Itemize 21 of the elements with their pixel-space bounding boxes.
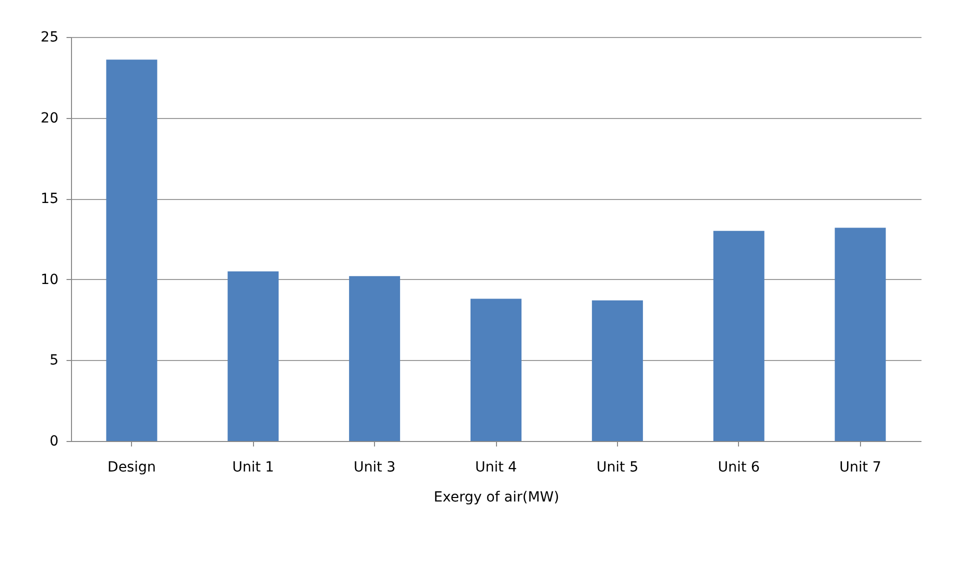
y-tick-label: 25 bbox=[40, 30, 58, 46]
x-tick-label: Unit 5 bbox=[596, 460, 638, 476]
bar bbox=[228, 271, 279, 441]
y-tick-label: 5 bbox=[50, 352, 58, 369]
bar bbox=[349, 276, 400, 441]
bar bbox=[834, 228, 886, 441]
y-tick-label: 15 bbox=[40, 191, 58, 208]
x-tick-label: Unit 1 bbox=[232, 460, 274, 476]
x-tick-label: Unit 6 bbox=[718, 460, 760, 476]
y-tick-label: 10 bbox=[40, 272, 58, 288]
x-tick-label: Design bbox=[108, 460, 156, 476]
y-tick-label: 20 bbox=[40, 110, 58, 126]
x-tick-label: Unit 3 bbox=[354, 460, 396, 476]
bar bbox=[713, 230, 764, 441]
x-tick-label: Unit 7 bbox=[839, 460, 882, 476]
x-axis-title: Exergy of air(MW) bbox=[434, 490, 560, 506]
bar bbox=[106, 60, 158, 441]
y-tick-label: 0 bbox=[50, 434, 58, 450]
bar bbox=[470, 298, 522, 441]
bar bbox=[592, 300, 643, 441]
x-tick-label: Unit 4 bbox=[475, 460, 518, 476]
